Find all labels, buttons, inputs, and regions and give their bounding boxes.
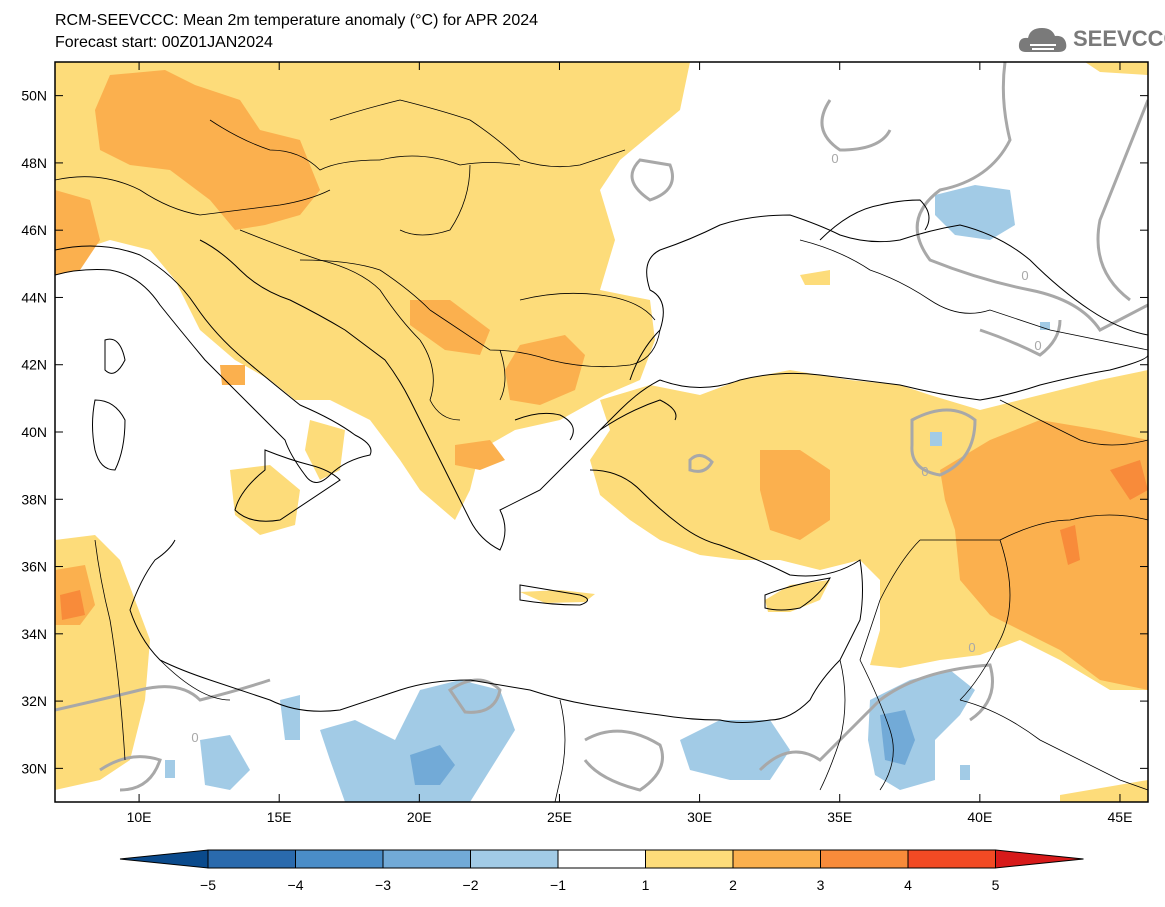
contour-label: 0 [831, 151, 838, 166]
logo-text: SEEVCCC [1073, 26, 1165, 51]
colorbar-tick-label: −5 [200, 877, 216, 893]
lat-tick-label: 50N [21, 88, 47, 104]
colorbar-segment [382, 849, 471, 869]
lat-tick-label: 38N [21, 491, 47, 507]
colorbar-segment [207, 849, 296, 869]
colorbar-tick-label: −4 [288, 877, 304, 893]
lon-tick-label: 45E [1108, 809, 1133, 825]
colorbar-tick-label: 2 [729, 877, 737, 893]
lat-tick-label: 44N [21, 289, 47, 305]
warm-anomaly-2-3 [55, 70, 1148, 690]
colorbar-tick-label: −1 [550, 877, 566, 893]
colorbar-tick-label: 5 [992, 877, 1000, 893]
latitude-ticks: 30N 32N 34N 36N 38N 40N 42N 44N 46N 48N 50N [21, 88, 1148, 776]
lat-tick-label: 36N [21, 559, 47, 575]
colorbar-segment [557, 849, 646, 869]
lat-tick-label: 30N [21, 760, 47, 776]
colorbar-tick-label: 1 [642, 877, 650, 893]
lon-tick-label: 10E [127, 809, 152, 825]
lat-tick-label: 46N [21, 222, 47, 238]
map-field [55, 62, 1148, 802]
lat-tick-label: 34N [21, 626, 47, 642]
warm-anomaly-3-4 [60, 460, 1148, 620]
colorbar-segment [470, 849, 559, 869]
colorbar-segment [732, 849, 821, 869]
zero-contours [55, 62, 1148, 792]
contour-label: 0 [968, 640, 975, 655]
map-title: RCM-SEEVCCC: Mean 2m temperature anomaly… [55, 12, 539, 29]
lon-tick-label: 40E [967, 809, 992, 825]
lat-tick-label: 42N [21, 357, 47, 373]
colorbar-segment [907, 849, 996, 869]
cool-anomaly-1-2 [165, 185, 1050, 802]
seevccc-logo: SEEVCCC [1018, 22, 1165, 58]
longitude-ticks: 10E 15E 20E 25E 30E 35E 40E 45E [127, 62, 1133, 825]
forecast-start-label: Forecast start: 00Z01JAN2024 [55, 34, 273, 51]
colorbar-segment [645, 849, 734, 869]
colorbar-tick-label: −3 [375, 877, 391, 893]
contour-label: 0 [1021, 268, 1028, 283]
lat-tick-label: 32N [21, 693, 47, 709]
lon-tick-label: 30E [687, 809, 712, 825]
colorbar-tick-label: 3 [817, 877, 825, 893]
contour-label: 0 [921, 464, 928, 479]
coastlines [55, 199, 1148, 723]
lon-tick-label: 20E [407, 809, 432, 825]
colorbar-segment [820, 849, 909, 869]
cool-anomaly-2-3 [410, 710, 915, 785]
colorbar: −5 −4 −3 −2 −1 1 2 3 4 5 [119, 849, 1084, 893]
contour-label: 0 [191, 730, 198, 745]
colorbar-high-arrow [995, 849, 1084, 869]
colorbar-tick-label: −2 [463, 877, 479, 893]
contour-label: 0 [1034, 338, 1041, 353]
lat-tick-label: 48N [21, 155, 47, 171]
lon-tick-label: 35E [827, 809, 852, 825]
colorbar-tick-label: 4 [904, 877, 912, 893]
lon-tick-label: 15E [267, 809, 292, 825]
cloud-icon [1018, 28, 1067, 52]
lat-tick-label: 40N [21, 424, 47, 440]
lon-tick-label: 25E [547, 809, 572, 825]
colorbar-segment [295, 849, 384, 869]
colorbar-low-arrow [119, 849, 209, 869]
country-borders [55, 99, 1148, 802]
